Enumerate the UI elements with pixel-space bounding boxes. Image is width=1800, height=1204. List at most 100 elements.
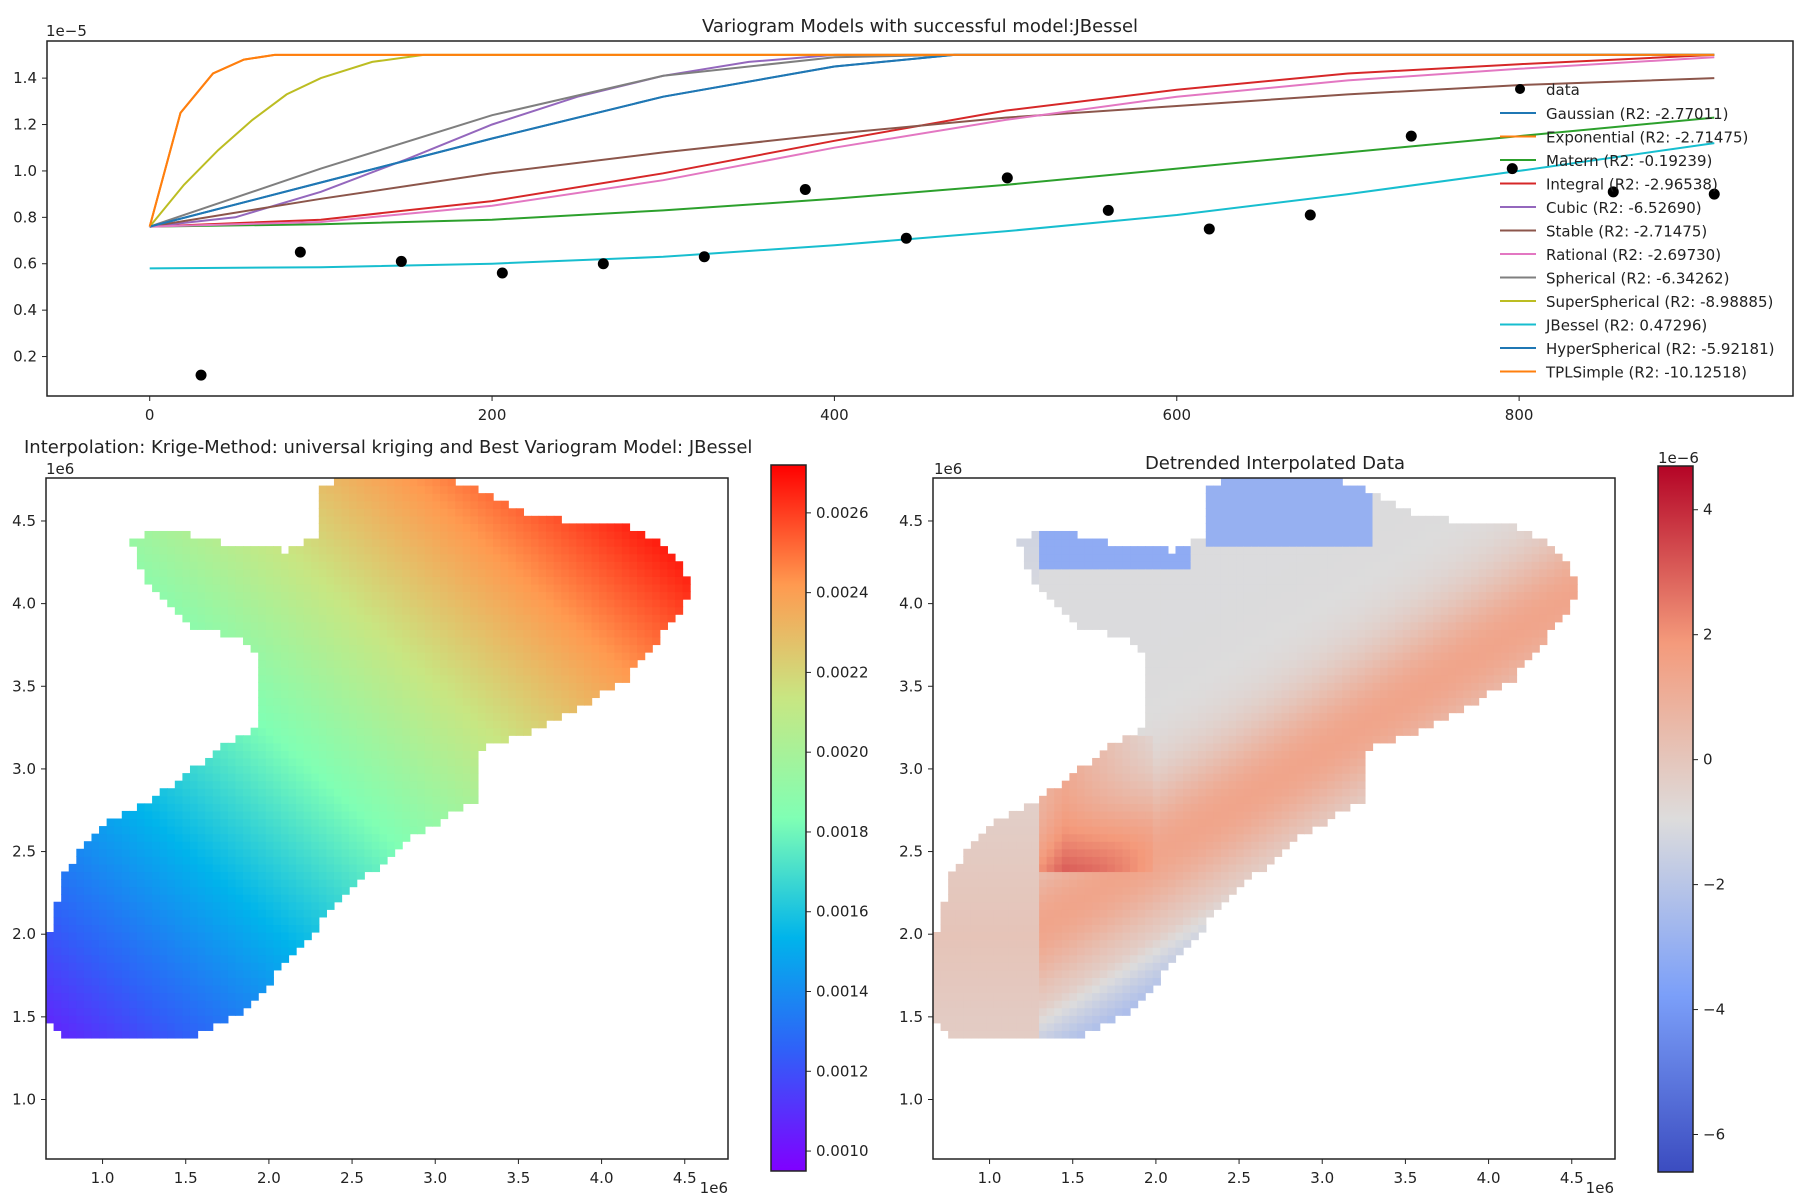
heatmap-cell: [334, 584, 342, 592]
heatmap-cell: [1206, 909, 1214, 917]
heatmap-cell: [1153, 766, 1161, 774]
heatmap-cell: [349, 871, 357, 879]
heatmap-cell: [342, 841, 350, 849]
heatmap-cell: [114, 909, 122, 917]
heatmap-cell: [463, 735, 471, 743]
heatmap-cell: [410, 493, 418, 501]
heatmap-cell: [1213, 493, 1221, 501]
heatmap-cell: [448, 584, 456, 592]
heatmap-cell: [372, 493, 380, 501]
heatmap-cell: [357, 584, 365, 592]
heatmap-cell: [1092, 796, 1100, 804]
heatmap-cell: [395, 599, 403, 607]
heatmap-cell: [1092, 962, 1100, 970]
y-tick-label: 1.0: [13, 162, 37, 180]
heatmap-cell: [546, 614, 554, 622]
heatmap-cell: [152, 803, 160, 811]
heatmap-cell: [554, 539, 562, 547]
heatmap-cell: [1229, 546, 1237, 554]
heatmap-cell: [576, 637, 584, 645]
heatmap-cell: [364, 781, 372, 789]
heatmap-cell: [1062, 894, 1070, 902]
heatmap-cell: [637, 584, 645, 592]
heatmap-cell: [107, 1000, 115, 1008]
heatmap-cell: [61, 962, 69, 970]
heatmap-cell: [1175, 644, 1183, 652]
heatmap-cell: [228, 803, 236, 811]
heatmap-cell: [1221, 675, 1229, 683]
heatmap-cell: [508, 652, 516, 660]
heatmap-cell: [76, 1030, 84, 1038]
heatmap-cell: [357, 607, 365, 615]
heatmap-cell: [61, 1023, 69, 1031]
heatmap-cell: [137, 1015, 145, 1023]
heatmap-cell: [357, 614, 365, 622]
heatmap-cell: [1206, 894, 1214, 902]
heatmap-cell: [523, 599, 531, 607]
heatmap-cell: [273, 637, 281, 645]
heatmap-cell: [129, 849, 137, 857]
heatmap-cell: [941, 902, 949, 910]
heatmap-cell: [1221, 894, 1229, 902]
heatmap-cell: [607, 592, 615, 600]
heatmap-cell: [1092, 554, 1100, 562]
heatmap-cell: [1191, 856, 1199, 864]
heatmap-cell: [1213, 629, 1221, 637]
heatmap-cell: [129, 940, 137, 948]
heatmap-cell: [273, 660, 281, 668]
heatmap-cell: [463, 584, 471, 592]
heatmap-cell: [410, 576, 418, 584]
heatmap-cell: [198, 569, 206, 577]
heatmap-cell: [91, 993, 99, 1001]
heatmap-cell: [145, 826, 153, 834]
heatmap-cell: [1168, 660, 1176, 668]
heatmap-cell: [1175, 803, 1183, 811]
heatmap-cell: [311, 887, 319, 895]
heatmap-cell: [508, 720, 516, 728]
heatmap-cell: [1153, 607, 1161, 615]
heatmap-cell: [1001, 849, 1009, 857]
heatmap-cell: [1229, 735, 1237, 743]
heatmap-cell: [1130, 637, 1138, 645]
heatmap-cell: [1039, 826, 1047, 834]
heatmap-cell: [160, 788, 168, 796]
heatmap-cell: [243, 977, 251, 985]
data-point: [1406, 131, 1417, 142]
heatmap-cell: [1032, 879, 1040, 887]
heatmap-cell: [523, 652, 531, 660]
heatmap-cell: [637, 622, 645, 630]
heatmap-cell: [243, 629, 251, 637]
heatmap-cell: [1198, 667, 1206, 675]
heatmap-cell: [1069, 902, 1077, 910]
heatmap-cell: [652, 569, 660, 577]
heatmap-cell: [592, 652, 600, 660]
heatmap-cell: [1160, 675, 1168, 683]
heatmap-cell: [220, 599, 228, 607]
heatmap-cell: [1039, 977, 1047, 985]
heatmap-cell: [1069, 962, 1077, 970]
heatmap-cell: [432, 758, 440, 766]
heatmap-cell: [311, 720, 319, 728]
heatmap-cell: [379, 546, 387, 554]
heatmap-cell: [986, 856, 994, 864]
heatmap-cell: [160, 1008, 168, 1016]
heatmap-cell: [569, 523, 577, 531]
heatmap-cell: [1160, 735, 1168, 743]
heatmap-cell: [235, 841, 243, 849]
heatmap-cell: [933, 970, 941, 978]
heatmap-cell: [1145, 970, 1153, 978]
heatmap-cell: [1183, 720, 1191, 728]
heatmap-cell: [417, 682, 425, 690]
heatmap-cell: [622, 546, 630, 554]
heatmap-cell: [213, 894, 221, 902]
heatmap-cell: [1032, 970, 1040, 978]
heatmap-cell: [296, 788, 304, 796]
heatmap-cell: [311, 743, 319, 751]
heatmap-cell: [501, 720, 509, 728]
heatmap-cell: [213, 1015, 221, 1023]
heatmap-cell: [99, 894, 107, 902]
heatmap-cell: [167, 940, 175, 948]
heatmap-cell: [387, 569, 395, 577]
heatmap-cell: [1032, 841, 1040, 849]
heatmap-cell: [379, 637, 387, 645]
